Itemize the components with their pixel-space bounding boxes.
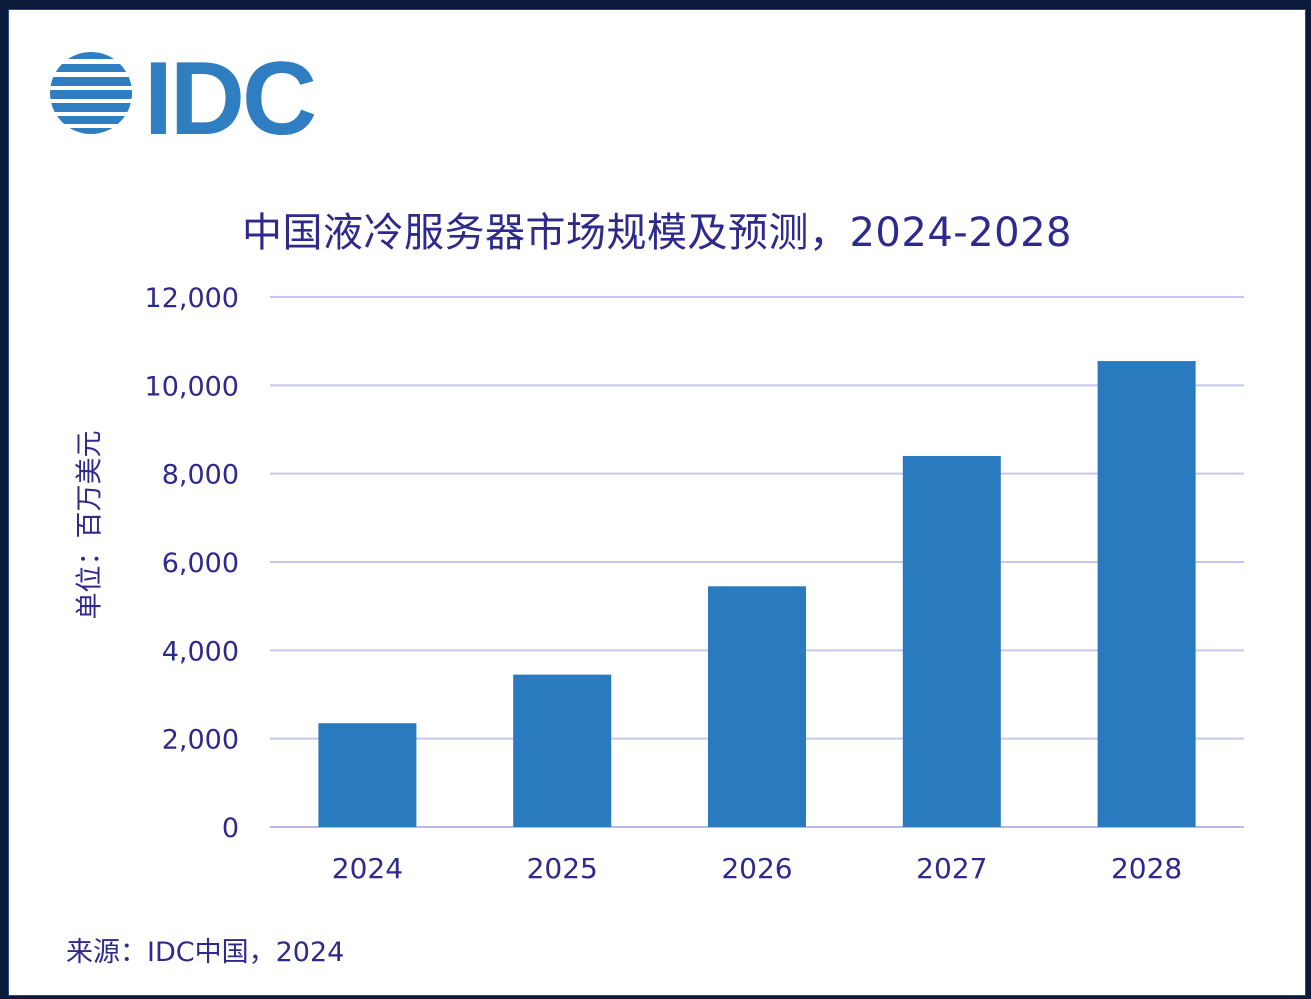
y-tick-label: 10,000 <box>145 371 239 402</box>
y-tick-label: 6,000 <box>162 548 239 579</box>
y-tick-label: 2,000 <box>162 725 239 756</box>
x-tick-label: 2024 <box>332 852 403 885</box>
y-tick-label: 4,000 <box>162 636 239 667</box>
y-tick-label: 12,000 <box>145 283 239 314</box>
x-tick-label: 2026 <box>721 852 792 885</box>
chart-title: 中国液冷服务器市场规模及预测，2024-2028 <box>241 210 1073 256</box>
x-tick-label: 2028 <box>1111 852 1182 885</box>
bar <box>318 723 417 827</box>
y-tick-label: 0 <box>222 813 239 844</box>
source-note: 来源：IDC中国，2024 <box>66 937 345 968</box>
bar <box>513 674 612 827</box>
bar-chart: 0 2,000 4,000 6,000 8,000 10,000 12,000 2024 202… <box>145 283 1244 885</box>
logo-text: IDC <box>144 44 315 142</box>
bar <box>1097 361 1196 827</box>
x-tick-label: 2025 <box>527 852 598 885</box>
bar <box>708 586 806 827</box>
chart-frame: IDC 中国液冷服务器市场规模及预测，2024-2028 单位：百万美元 来源：… <box>8 9 1306 996</box>
bar <box>902 456 1001 827</box>
y-tick-label: 8,000 <box>162 460 239 491</box>
idc-logo: IDC <box>50 44 318 142</box>
x-tick-label: 2027 <box>916 852 987 885</box>
